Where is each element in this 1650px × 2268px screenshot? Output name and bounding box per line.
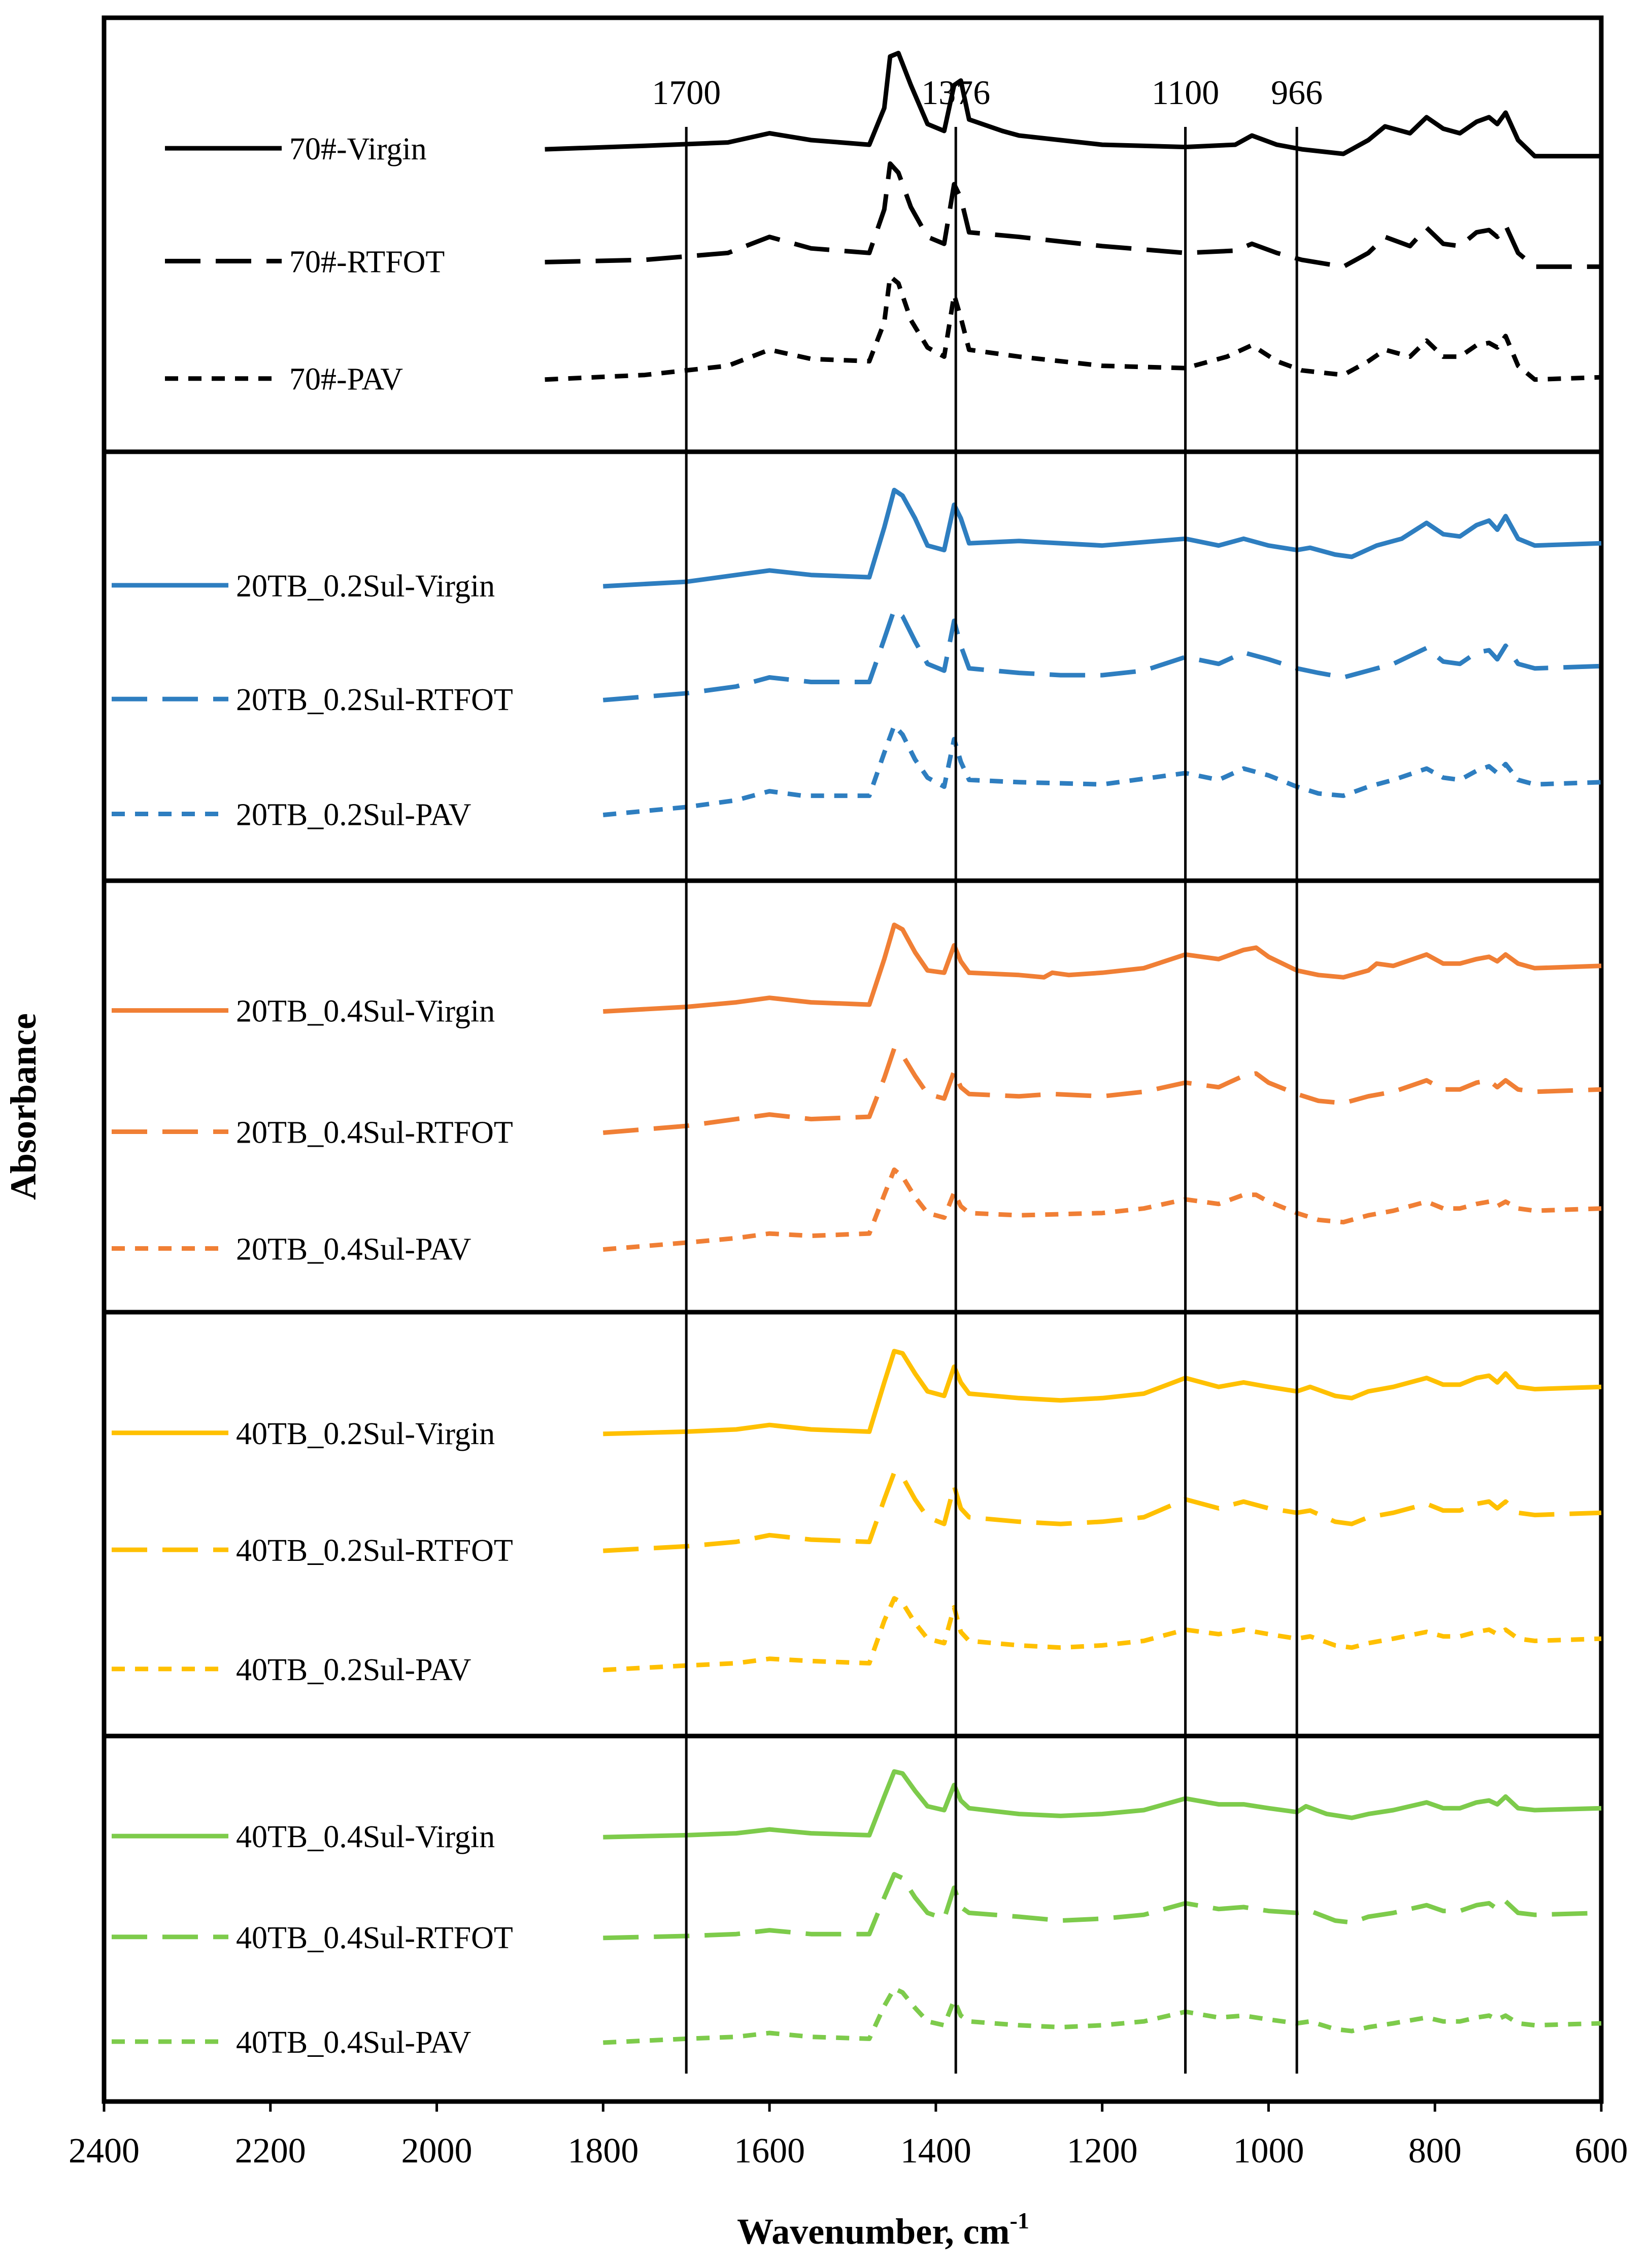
panels: 70#-Virgin 70#-RTFOT 70#-PAV 20TB_0.2Sul-Vi…	[102, 15, 1604, 2104]
peak-label: 966	[1271, 73, 1323, 112]
series-line	[545, 274, 1602, 382]
legend-entry: 40TB_0.2Sul-RTFOT	[112, 1533, 513, 1568]
series-line	[602, 1046, 1602, 1135]
legend-entry: 20TB_0.2Sul-Virgin	[112, 569, 495, 604]
legend-entry: 70#-RTFOT	[165, 245, 445, 279]
legend-label: 40TB_0.2Sul-RTFOT	[236, 1533, 513, 1568]
panel-2: 20TB_0.2Sul-Virgin 20TB_0.2Sul-RTFOT 20TB_…	[102, 449, 1604, 883]
peak-label: 1376	[921, 73, 990, 112]
series-line	[603, 1872, 1602, 1941]
y-axis-title: Absorbance	[3, 1013, 44, 1200]
series-line	[603, 1596, 1602, 1673]
legend-entry: 20TB_0.2Sul-PAV	[112, 798, 472, 832]
peak-labels: 1700 1376 1100 966	[652, 73, 1323, 112]
x-tick-label: 2000	[401, 2131, 473, 2171]
x-axis-ticks: 2400 2200 2000 1800 1600 1400 1200 1000 800 600	[69, 2102, 1628, 2171]
x-tick-label: 600	[1575, 2131, 1628, 2171]
legend-label: 40TB_0.4Sul-RTFOT	[236, 1921, 513, 1955]
x-tick-label: 2200	[235, 2131, 306, 2171]
series-line	[602, 607, 1602, 703]
legend-entry: 20TB_0.4Sul-Virgin	[112, 994, 495, 1029]
series-line	[603, 1769, 1602, 1840]
legend-label: 40TB_0.4Sul-PAV	[236, 2025, 472, 2060]
x-tick-label: 2400	[69, 2131, 140, 2171]
legend-label: 70#-RTFOT	[289, 245, 445, 279]
series-line	[602, 1167, 1602, 1252]
x-tick-label: 1800	[567, 2131, 638, 2171]
legend-label: 20TB_0.4Sul-PAV	[236, 1232, 472, 1267]
legend-entry: 40TB_0.4Sul-PAV	[112, 2025, 472, 2060]
x-tick-label: 1000	[1233, 2131, 1304, 2171]
legend-entry: 20TB_0.4Sul-PAV	[112, 1232, 472, 1267]
x-tick-label: 1600	[734, 2131, 805, 2171]
legend-label: 20TB_0.2Sul-PAV	[236, 798, 472, 832]
series-line	[603, 1470, 1602, 1553]
panel-1: 70#-Virgin 70#-RTFOT 70#-PAV	[102, 15, 1604, 454]
legend-entry: 20TB_0.2Sul-RTFOT	[112, 683, 513, 717]
peak-label: 1100	[1152, 73, 1219, 112]
panel-3: 20TB_0.4Sul-Virgin 20TB_0.4Sul-RTFOT 20TB_…	[102, 878, 1604, 1315]
x-tick-label: 800	[1408, 2131, 1462, 2171]
series-line	[603, 487, 1602, 589]
legend-entry: 20TB_0.4Sul-RTFOT	[112, 1116, 513, 1150]
series-line	[603, 1986, 1602, 2045]
panel-5: 40TB_0.4Sul-Virgin 40TB_0.4Sul-RTFOT 40TB_…	[102, 1733, 1604, 2104]
legend-entry: 40TB_0.4Sul-RTFOT	[112, 1921, 513, 1955]
x-tick-label: 1400	[900, 2131, 971, 2171]
legend-label: 40TB_0.2Sul-Virgin	[236, 1417, 495, 1451]
panel-4: 40TB_0.2Sul-Virgin 40TB_0.2Sul-RTFOT 40TB_…	[102, 1310, 1604, 1739]
series-line	[603, 1349, 1602, 1437]
series-line	[545, 161, 1601, 269]
x-axis-title-main: Wavenumber, cm	[737, 2211, 1009, 2252]
legend-label: 20TB_0.2Sul-RTFOT	[236, 683, 513, 717]
x-axis-title-superscript: -1	[1010, 2208, 1029, 2233]
legend-entry: 40TB_0.2Sul-PAV	[112, 1653, 472, 1687]
legend-label: 40TB_0.4Sul-Virgin	[236, 1820, 495, 1854]
x-tick-label: 1200	[1067, 2131, 1138, 2171]
reference-lines	[685, 127, 1298, 2074]
legend-entry: 70#-PAV	[165, 362, 403, 397]
panel-frame	[102, 1733, 1604, 2104]
legend-label: 40TB_0.2Sul-PAV	[236, 1653, 472, 1687]
legend-label: 70#-PAV	[289, 362, 403, 397]
legend-entry: 40TB_0.2Sul-Virgin	[112, 1417, 495, 1451]
legend-label: 20TB_0.4Sul-RTFOT	[236, 1116, 513, 1150]
legend-label: 70#-Virgin	[289, 132, 427, 166]
legend-entry: 70#-Virgin	[165, 132, 427, 166]
x-axis-title: Wavenumber, cm-1	[737, 2208, 1029, 2252]
legend-label: 20TB_0.4Sul-Virgin	[236, 994, 495, 1029]
series-line	[602, 723, 1602, 817]
legend-entry: 40TB_0.4Sul-Virgin	[112, 1820, 495, 1854]
legend-label: 20TB_0.2Sul-Virgin	[236, 569, 495, 604]
peak-label: 1700	[652, 73, 721, 112]
series-line	[603, 922, 1602, 1014]
